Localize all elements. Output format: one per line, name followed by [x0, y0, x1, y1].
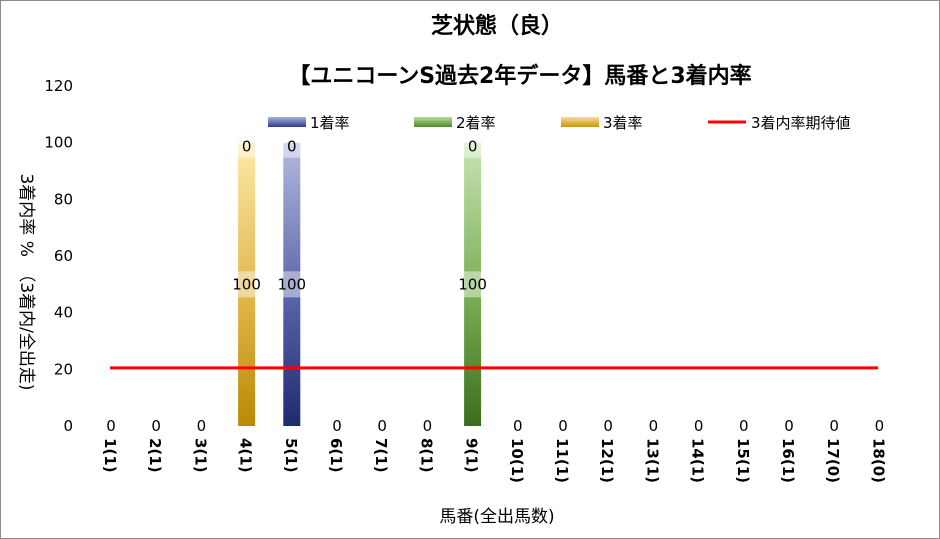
legend-label: 1着率 — [310, 114, 350, 132]
data-label-box — [282, 135, 301, 158]
x-tick-label: 8(1) — [417, 438, 435, 473]
bar — [238, 142, 256, 426]
data-label: 0 — [739, 417, 749, 435]
y-tick-label: 100 — [44, 134, 73, 152]
data-label: 0 — [603, 417, 613, 435]
data-label-box — [274, 271, 309, 298]
y-tick-label: 60 — [54, 247, 73, 265]
x-tick-label: 2(1) — [146, 438, 164, 473]
chart-subtitle: 【ユニコーンS過去2年データ】馬番と3着内率 — [288, 63, 751, 89]
data-label-box — [463, 135, 482, 158]
data-label-box — [237, 135, 256, 158]
data-label: 100 — [277, 275, 306, 293]
data-label: 0 — [197, 417, 207, 435]
data-label: 0 — [875, 417, 885, 435]
x-tick-label: 6(1) — [327, 438, 345, 473]
y-tick-label: 20 — [54, 360, 73, 378]
legend-label: 3着内率期待値 — [751, 114, 851, 132]
bar — [464, 142, 482, 426]
data-label-box — [229, 271, 264, 298]
legend-swatch — [561, 117, 599, 127]
bars — [110, 142, 878, 426]
data-label: 0 — [287, 138, 297, 156]
x-tick-label: 10(1) — [508, 438, 526, 483]
y-tick-label: 0 — [63, 417, 73, 435]
chart-title: 芝状態（良） — [431, 13, 563, 39]
data-label: 0 — [106, 417, 116, 435]
bar — [283, 142, 301, 426]
y-tick-label: 80 — [54, 190, 73, 208]
data-label: 0 — [332, 417, 342, 435]
x-tick-label: 13(1) — [643, 438, 661, 483]
data-label: 0 — [513, 417, 523, 435]
data-label: 0 — [242, 138, 252, 156]
legend-swatch — [414, 117, 452, 127]
y-tick-label: 120 — [44, 77, 73, 95]
x-tick-label: 11(1) — [553, 438, 571, 483]
x-tick-label: 4(1) — [237, 438, 255, 473]
data-label: 0 — [468, 138, 478, 156]
legend-swatch — [268, 117, 306, 127]
x-tick-label: 9(1) — [463, 438, 481, 473]
legend-label: 3着率 — [603, 114, 643, 132]
data-label-box — [455, 271, 490, 298]
x-tick-label: 15(1) — [734, 438, 752, 483]
y-axis-title: 3着内率 % （3着内/全出走) — [16, 173, 36, 390]
data-label: 0 — [694, 417, 704, 435]
data-label: 0 — [829, 417, 839, 435]
x-tick-label: 3(1) — [191, 438, 209, 473]
x-tick-label: 18(0) — [869, 438, 887, 483]
y-axis: 0 20 40 60 80 100 120 — [44, 77, 73, 435]
legend: 1着率 2着率 3着率 3着内率期待値 — [268, 114, 851, 132]
x-tick-label: 5(1) — [282, 438, 300, 473]
data-label: 0 — [649, 417, 659, 435]
x-tick-label: 1(1) — [101, 438, 119, 473]
x-tick-label: 7(1) — [372, 438, 390, 473]
x-axis: 1(1) 2(1) 3(1) 4(1) 5(1) 6(1) 7(1) 8(1) 9(1) 10(1… — [101, 438, 887, 483]
data-label: 100 — [232, 275, 261, 293]
data-label: 0 — [377, 417, 387, 435]
data-label: 0 — [151, 417, 161, 435]
y-tick-label: 40 — [54, 304, 73, 322]
data-label: 0 — [423, 417, 433, 435]
data-label: 0 — [784, 417, 794, 435]
x-tick-label: 12(1) — [598, 438, 616, 483]
x-tick-label: 16(1) — [779, 438, 797, 483]
data-label: 100 — [458, 275, 487, 293]
x-tick-label: 14(1) — [689, 438, 707, 483]
x-axis-title: 馬番(全出馬数) — [439, 507, 554, 527]
legend-label: 2着率 — [456, 114, 496, 132]
x-tick-label: 17(0) — [824, 438, 842, 483]
data-labels: 0 0 0 100 100 0 0 0 100 0 0 0 0 0 0 0 0 0 0 0 0 — [106, 135, 885, 435]
data-label: 0 — [558, 417, 568, 435]
